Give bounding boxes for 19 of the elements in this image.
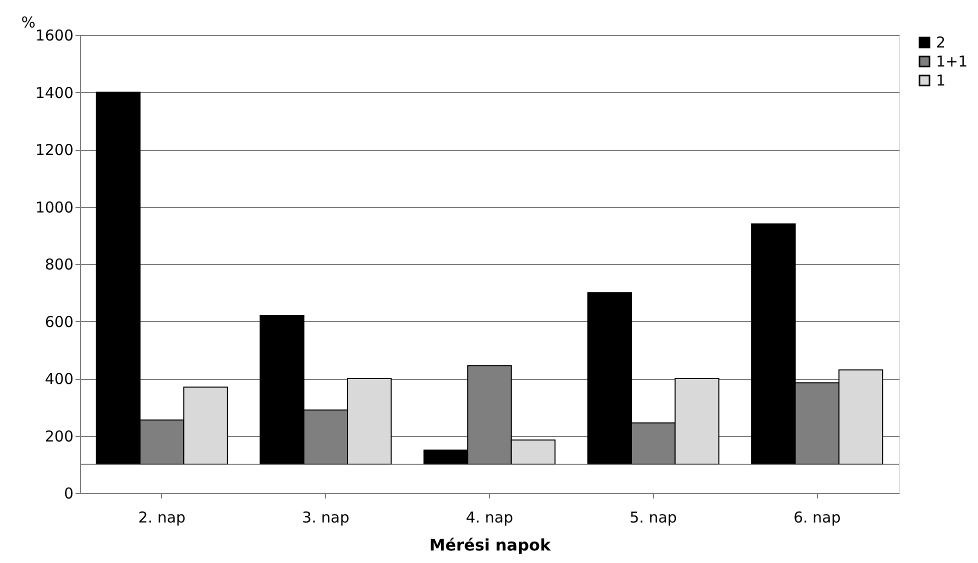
legend-label: 1 — [936, 72, 946, 90]
x-tick-label: 2. nap — [138, 508, 186, 526]
y-tick-label: 600 — [44, 312, 74, 331]
x-tick-label: 4. nap — [466, 508, 514, 526]
y-tick-label: 0 — [64, 484, 74, 502]
y-tick-label: 200 — [44, 427, 74, 446]
y-tick-label: 1600 — [35, 26, 74, 44]
y-axis-title: % — [21, 14, 36, 32]
legend-label: 1+1 — [936, 52, 968, 70]
x-tick-label: 6. nap — [793, 508, 841, 526]
y-tick-label: 800 — [44, 256, 74, 274]
y-tick-label: 1400 — [35, 84, 74, 102]
x-tick-label: 3. nap — [302, 508, 350, 526]
y-tick-label: 400 — [44, 370, 74, 388]
legend-label: 2 — [936, 34, 946, 52]
x-axis-title: Mérési napok — [429, 536, 552, 554]
y-tick-label: 1000 — [35, 198, 74, 216]
y-tick-label: 1200 — [35, 141, 74, 159]
x-tick-label: 5. nap — [630, 508, 677, 526]
